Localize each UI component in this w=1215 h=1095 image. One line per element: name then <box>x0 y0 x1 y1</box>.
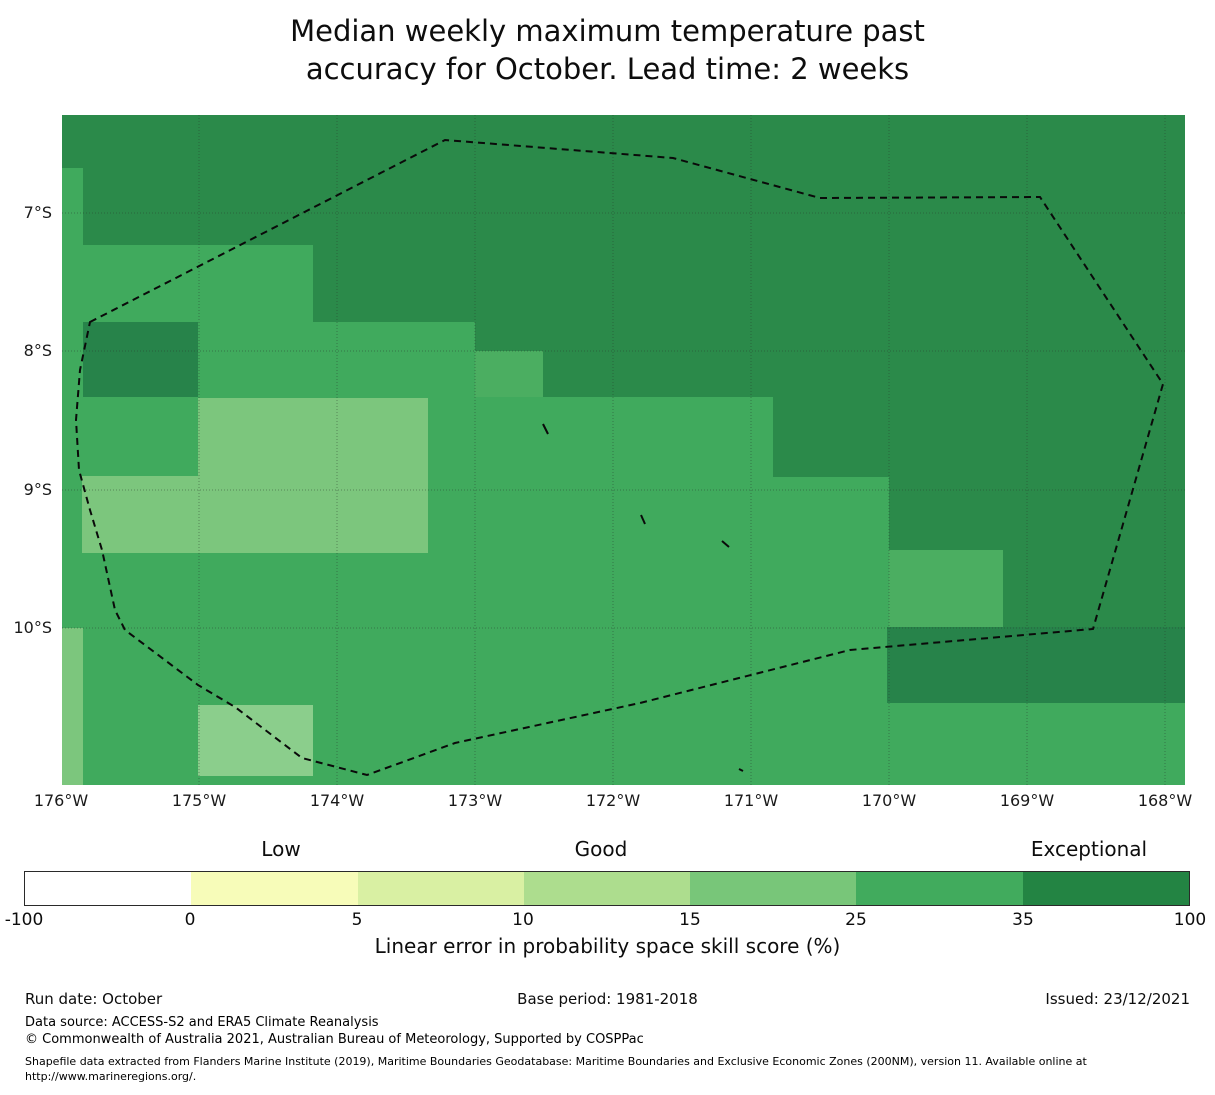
colorbar-tick-label: 35 <box>1012 910 1034 930</box>
island-mark <box>738 768 744 772</box>
colorbar-tick-label: 15 <box>679 910 701 930</box>
base-period-text: Base period: 1981-2018 <box>517 990 698 1008</box>
x-tick-label: 174°W <box>309 791 365 810</box>
skill-map <box>62 115 1185 785</box>
colorbar-segment <box>690 872 857 905</box>
shapefile-attribution-text: Shapefile data extracted from Flanders M… <box>25 1055 1087 1083</box>
title-line-1: Median weekly maximum temperature past <box>290 14 925 48</box>
colorbar-tick-label: 0 <box>184 910 196 930</box>
raster-cell-15-25 <box>198 398 428 553</box>
y-tick-label: 9°S <box>23 480 52 499</box>
colorbar-category-label: Exceptional <box>1030 837 1148 861</box>
issued-text: Issued: 23/12/2021 <box>1045 990 1190 1008</box>
x-tick-label: 175°W <box>171 791 227 810</box>
x-tick-label: 171°W <box>723 791 779 810</box>
colorbar <box>24 871 1190 906</box>
colorbar-category-label: Low <box>261 837 301 861</box>
raster-cell-35-100 <box>83 322 198 397</box>
colorbar-tick-label: 5 <box>351 910 363 930</box>
x-tick-label: 172°W <box>585 791 641 810</box>
x-tick-label: 169°W <box>999 791 1055 810</box>
raster-cell-35-100 <box>475 322 1185 351</box>
raster-cell-35-100 <box>313 245 1185 322</box>
raster-cell-25-35 <box>889 550 1003 627</box>
x-tick-label: 168°W <box>1137 791 1193 810</box>
y-tick-label: 8°S <box>23 341 52 360</box>
colorbar-segment <box>357 872 524 905</box>
x-tick-label: 173°W <box>447 791 503 810</box>
title-line-2: accuracy for October. Lead time: 2 weeks <box>305 52 910 86</box>
island-mark <box>542 423 549 435</box>
y-tick-label: 10°S <box>13 618 52 637</box>
raster-cell-35-100 <box>1003 550 1185 627</box>
x-tick-label: 176°W <box>33 791 89 810</box>
page-title: Median weekly maximum temperature past a… <box>0 12 1215 88</box>
raster-cell-35-100 <box>889 477 1185 550</box>
y-tick-label: 7°S <box>23 203 52 222</box>
data-source-text: Data source: ACCESS-S2 and ERA5 Climate … <box>25 1015 379 1030</box>
raster-cell-25-35 <box>475 351 543 397</box>
colorbar-segment <box>191 872 358 905</box>
colorbar-segment <box>523 872 691 905</box>
island-mark <box>721 540 730 548</box>
raster-cell-35-100 <box>62 115 1185 168</box>
colorbar-tick-label: 10 <box>512 910 534 930</box>
raster-cell-15-25 <box>62 628 83 785</box>
colorbar-segment <box>25 872 192 905</box>
colorbar-label: Linear error in probability space skill … <box>374 934 841 958</box>
x-tick-label: 170°W <box>861 791 917 810</box>
raster-cell-15-25 <box>198 705 313 776</box>
raster-cell-35-100 <box>773 397 1185 477</box>
raster-cell-35-100 <box>887 627 1185 703</box>
run-date-text: Run date: October <box>25 990 163 1008</box>
copyright-text: © Commonwealth of Australia 2021, Austra… <box>25 1032 644 1047</box>
colorbar-segment <box>1022 872 1189 905</box>
map-overlay <box>62 115 1185 785</box>
colorbar-segment <box>856 872 1023 905</box>
raster-cell-15-25 <box>82 476 198 553</box>
raster-cell-35-100 <box>543 351 1185 397</box>
island-mark <box>640 514 646 525</box>
colorbar-tick-label: 25 <box>845 910 867 930</box>
colorbar-tick-label: 100 <box>1173 910 1207 930</box>
eez-boundary-dashed <box>74 138 1165 777</box>
colorbar-tick-label: -100 <box>4 910 44 930</box>
colorbar-category-label: Good <box>574 837 628 861</box>
